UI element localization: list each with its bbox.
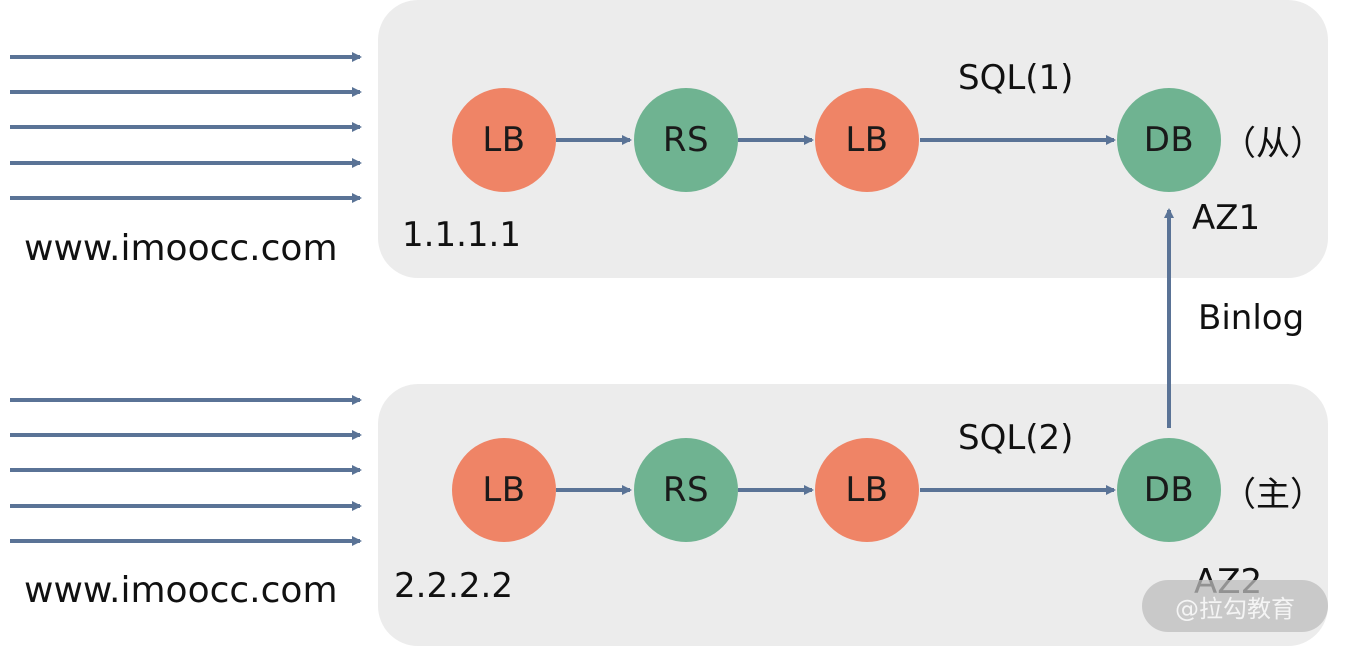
node-label: RS [662, 470, 710, 510]
az1-sql-label: SQL(1) [958, 58, 1074, 98]
node-label: DB [1143, 120, 1195, 160]
binlog-label: Binlog [1198, 298, 1305, 338]
node-label: LB [845, 470, 889, 510]
az2-lb-node-2: LB [815, 438, 919, 542]
az2-db-node: DB [1117, 438, 1221, 542]
az2-sql-label: SQL(2) [958, 418, 1074, 458]
az1-ip-label: 1.1.1.1 [402, 215, 521, 255]
az2-domain-label: www.imoocc.com [24, 570, 338, 611]
az1-zone-name: AZ1 [1192, 198, 1261, 238]
az2-role-label: （主） [1222, 475, 1324, 515]
az2-ip-label: 2.2.2.2 [394, 566, 513, 606]
node-label: LB [482, 470, 526, 510]
az2-lb-node-1: LB [452, 438, 556, 542]
az2-rs-node: RS [634, 438, 738, 542]
az1-lb-node-1: LB [452, 88, 556, 192]
az1-role-label: （从） [1222, 124, 1324, 164]
node-label: LB [482, 120, 526, 160]
az1-domain-label: www.imoocc.com [24, 228, 338, 269]
incoming-traffic-az2 [10, 395, 362, 546]
az1-rs-node: RS [634, 88, 738, 192]
watermark-badge: @拉勾教育 [1142, 580, 1328, 632]
incoming-traffic-az1 [10, 52, 362, 203]
node-label: RS [662, 120, 710, 160]
az1-lb-node-2: LB [815, 88, 919, 192]
node-label: LB [845, 120, 889, 160]
node-label: DB [1143, 470, 1195, 510]
az1-db-node: DB [1117, 88, 1221, 192]
